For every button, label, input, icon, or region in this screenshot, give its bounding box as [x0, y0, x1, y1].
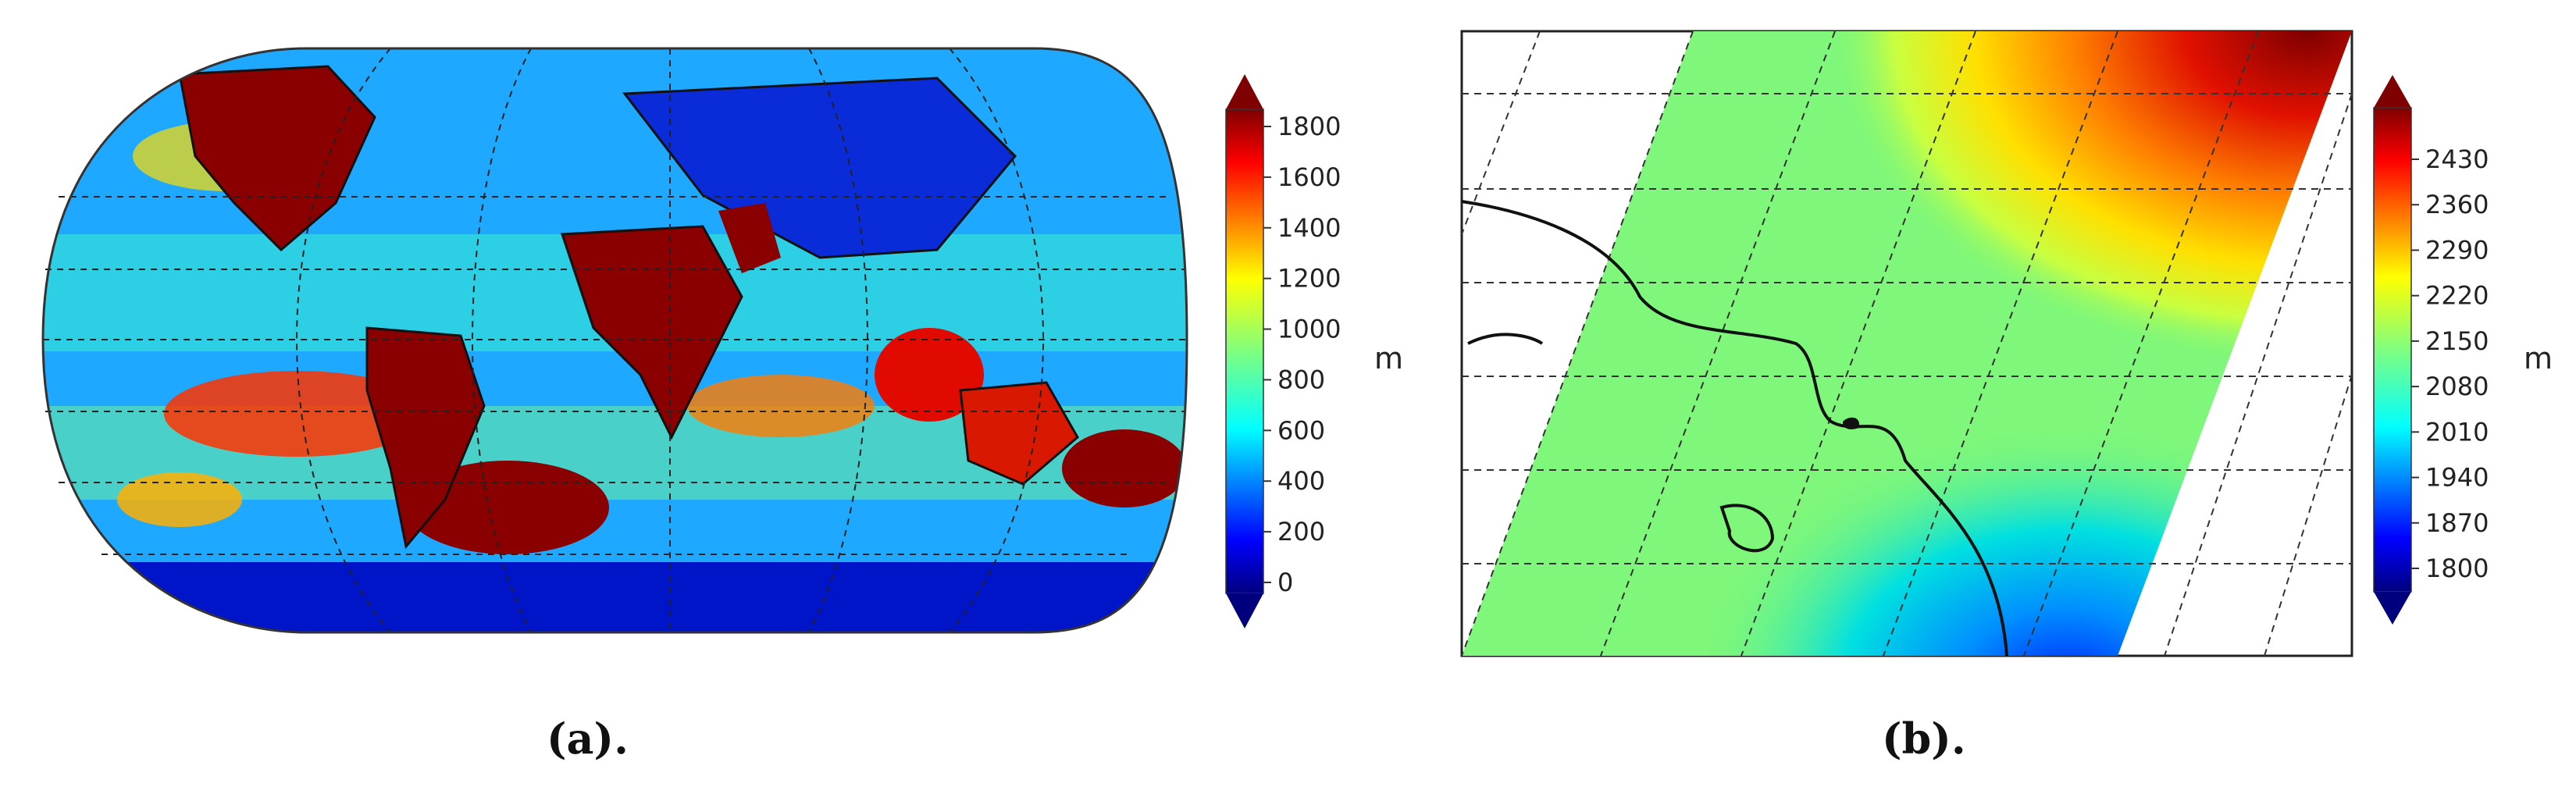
colorbar-a: 0 200 400 600 800 1000 1200 1400 1600 1800 m — [1225, 74, 1403, 628]
map-blob — [687, 375, 875, 437]
colorbar-tick-label: 800 — [1277, 365, 1325, 394]
colorbar-tick-label: 1200 — [1277, 264, 1341, 294]
map-blob — [117, 472, 242, 527]
land-eurasia — [622, 77, 1017, 259]
swath-coastline — [1461, 200, 2008, 657]
map-blob — [875, 328, 984, 422]
map-gridlines — [43, 48, 1187, 633]
map-band — [43, 562, 1187, 632]
colorbar-b-ticks: 1800 1870 1940 2010 2080 2150 2220 2290 2360 2430 — [2411, 144, 2489, 583]
colorbar-b-unit: m — [2524, 341, 2553, 376]
colorbar-tick-label: 1400 — [1277, 213, 1341, 243]
caption-a: (a). — [547, 714, 629, 764]
colorbar-tick-label: 0 — [1277, 568, 1293, 597]
colorbar-tick-label: 2430 — [2425, 144, 2489, 174]
colorbar-tick-label: 1800 — [2425, 554, 2489, 583]
colorbar-b: 1800 1870 1940 2010 2080 2150 2220 2290 2360 2430… — [2373, 75, 2553, 625]
colorbar-tick-label: 2080 — [2425, 372, 2489, 401]
map-outline — [41, 47, 1188, 634]
land-africa — [560, 225, 743, 440]
colorbar-tick-label: 1870 — [2425, 508, 2489, 538]
colorbar-a-extend-max — [1226, 74, 1263, 109]
colorbar-tick-label: 200 — [1277, 517, 1325, 547]
land-south-america — [365, 326, 486, 550]
colorbar-tick-label: 1800 — [1277, 112, 1341, 141]
swath-gridlines — [1461, 30, 2353, 657]
colorbar-tick-label: 2220 — [2425, 281, 2489, 311]
panel-b: 1800 1870 1940 2010 2080 2150 2220 2290 2360 2430… — [1460, 30, 2553, 764]
map-blob — [406, 461, 609, 554]
colorbar-tick-label: 1000 — [1277, 315, 1341, 344]
colorbar-tick-label: 2010 — [2425, 417, 2489, 447]
swath-island — [1719, 504, 1775, 553]
swath-lake — [1843, 417, 1859, 429]
colorbar-tick-label: 400 — [1277, 466, 1325, 496]
colorbar-tick-label: 600 — [1277, 415, 1325, 445]
colorbar-a-bar — [1225, 109, 1264, 594]
colorbar-tick-label: 2150 — [2425, 326, 2489, 356]
caption-b: (b). — [1882, 714, 1966, 764]
map-blob — [164, 371, 429, 457]
colorbar-a-ticks: 0 200 400 600 800 1000 1200 1400 1600 1800 — [1263, 112, 1341, 597]
colorbar-tick-label: 1940 — [2425, 463, 2489, 493]
global-heatmap — [43, 48, 1187, 632]
colorbar-a-extend-min — [1226, 593, 1263, 628]
colorbar-a-unit: m — [1374, 341, 1403, 376]
colorbar-b-extend-max — [2374, 75, 2411, 108]
colorbar-b-bar — [2373, 107, 2412, 593]
land-australia — [959, 381, 1079, 486]
map-blob — [1062, 429, 1187, 507]
panel-a: 0 200 400 600 800 1000 1200 1400 1600 1800 m (a). — [41, 47, 1403, 764]
swath-coastline-islet — [1467, 333, 1544, 345]
colorbar-tick-label: 2360 — [2425, 190, 2489, 219]
land-north-america — [178, 65, 376, 252]
colorbar-tick-label: 1600 — [1277, 162, 1341, 192]
colorbar-b-extend-min — [2374, 592, 2411, 625]
land-arabia — [718, 203, 781, 273]
colorbar-tick-label: 2290 — [2425, 235, 2489, 265]
